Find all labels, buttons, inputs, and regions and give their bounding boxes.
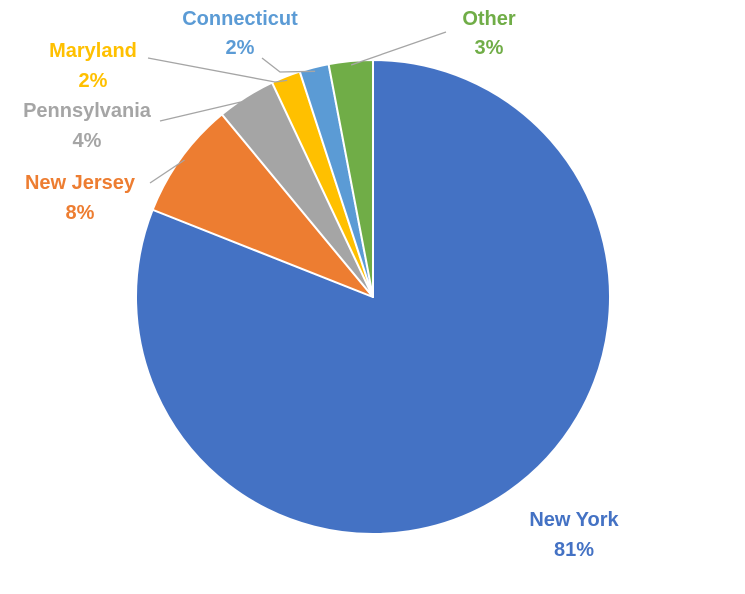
slice-label-pennsylvania-name: Pennsylvania xyxy=(23,100,152,122)
slice-label-new-york-name: New York xyxy=(529,509,619,531)
slice-label-new-york: New York 81% xyxy=(529,509,619,561)
slice-label-other-name: Other xyxy=(462,8,516,30)
slice-label-other-value: 3% xyxy=(475,37,504,59)
pie-slice-other xyxy=(327,59,374,298)
leader-lines xyxy=(147,31,447,184)
slice-label-maryland-name: Maryland xyxy=(49,40,137,62)
slice-label-maryland: Maryland 2% xyxy=(49,40,137,92)
slice-label-new-jersey: New Jersey 8% xyxy=(25,172,136,224)
slice-label-connecticut-name: Connecticut xyxy=(182,8,298,30)
leader-line-connecticut xyxy=(261,57,316,73)
slice-label-new-york-value: 81% xyxy=(554,539,594,561)
slice-label-maryland-value: 2% xyxy=(79,70,108,92)
leader-line-new-jersey xyxy=(149,159,185,184)
pie-slice-new-jersey xyxy=(151,113,374,298)
slice-label-other: Other 3% xyxy=(462,8,516,59)
slice-label-connecticut: Connecticut 2% xyxy=(182,8,298,59)
leader-line-maryland xyxy=(147,57,288,83)
leader-line-pennsylvania xyxy=(159,99,249,122)
slice-label-new-jersey-name: New Jersey xyxy=(25,172,136,194)
slice-label-pennsylvania-value: 4% xyxy=(73,130,102,152)
slice-label-connecticut-value: 2% xyxy=(226,37,255,59)
slice-label-pennsylvania: Pennsylvania 4% xyxy=(23,100,152,152)
slice-label-new-jersey-value: 8% xyxy=(66,202,95,224)
pie-slice-new-york xyxy=(134,59,611,535)
leader-line-other xyxy=(350,31,447,66)
pie-slices xyxy=(134,59,611,535)
